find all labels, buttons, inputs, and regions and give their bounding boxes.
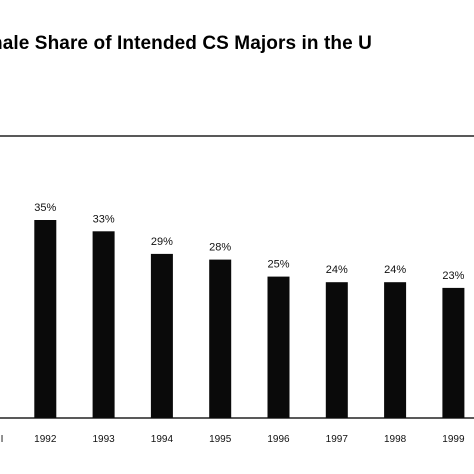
x-tick-label-1996: 1996 — [267, 434, 290, 445]
x-tick-label-1994: 1994 — [151, 434, 174, 445]
bar-1997 — [325, 282, 348, 418]
bar-1996 — [267, 276, 290, 418]
x-tick-labels-group: I 1992 1993 1994 1995 1996 1997 1998 1999 — [1, 434, 465, 445]
data-label-1992: 35% — [34, 202, 56, 214]
x-tick-label-1999: 1999 — [442, 434, 465, 445]
data-label-1997: 24% — [326, 264, 348, 276]
x-tick-label-1991: I — [1, 434, 4, 445]
x-tick-label-1997: 1997 — [326, 434, 349, 445]
bar-1993 — [92, 231, 115, 418]
data-label-1994: 29% — [151, 236, 173, 248]
x-tick-label-1995: 1995 — [209, 434, 232, 445]
x-tick-label-1993: 1993 — [92, 434, 115, 445]
bar-1992 — [34, 220, 57, 418]
bar-1999 — [442, 287, 465, 418]
data-label-1995: 28% — [209, 242, 231, 254]
data-label-1999: 23% — [442, 270, 464, 282]
chart-title: nale Share of Intended CS Majors in the … — [0, 33, 372, 54]
data-label-1998: 24% — [384, 264, 406, 276]
bars-group — [34, 220, 465, 418]
bar-1995 — [209, 259, 232, 418]
x-tick-label-1998: 1998 — [384, 434, 407, 445]
data-label-1996: 25% — [267, 259, 289, 271]
data-labels-group: 35% 33% 29% 28% 25% 24% 24% 23% — [34, 202, 464, 282]
bar-1998 — [384, 282, 407, 418]
x-tick-label-1992: 1992 — [34, 434, 57, 445]
bar-1994 — [150, 253, 173, 418]
data-label-1993: 33% — [93, 213, 115, 225]
